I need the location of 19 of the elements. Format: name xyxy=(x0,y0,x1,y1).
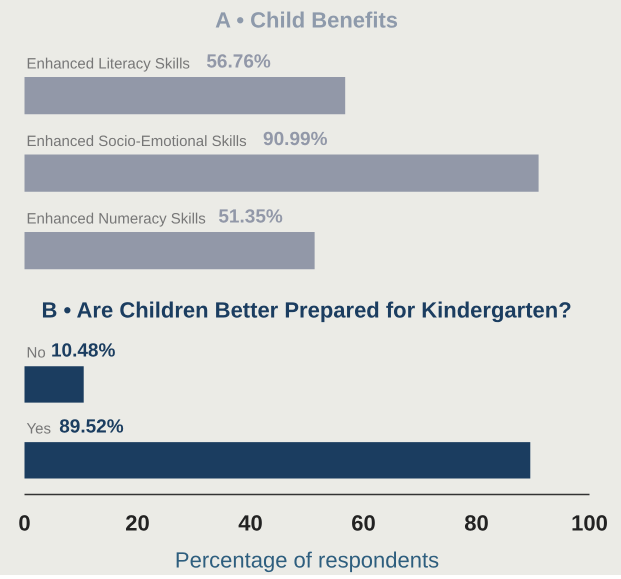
category-label: Enhanced Socio-Emotional Skills xyxy=(26,132,247,150)
data-label: 90.99% xyxy=(263,128,328,150)
x-tick-label: 60 xyxy=(351,510,376,536)
x-tick-label: 20 xyxy=(125,510,150,536)
data-label: 51.35% xyxy=(218,206,283,228)
data-label: 89.52% xyxy=(59,416,124,438)
x-tick-label: 80 xyxy=(464,510,489,536)
x-axis-title: Percentage of respondents xyxy=(174,548,440,572)
category-label: Enhanced Literacy Skills xyxy=(26,55,190,72)
category-label: Enhanced Numeracy Skills xyxy=(26,210,206,228)
y-tick-label: Yes xyxy=(26,420,51,438)
chart-title: A • Child Benefits xyxy=(215,8,398,32)
data-label: 56.76% xyxy=(206,51,271,72)
x-tick-label: 100 xyxy=(571,510,608,536)
data-label: 10.48% xyxy=(50,340,116,362)
y-tick-label: No xyxy=(26,344,46,362)
x-tick-label: 40 xyxy=(238,510,263,536)
chart-title: B • Are Children Better Prepared for Kindergarten? xyxy=(42,298,572,322)
x-tick-label: 0 xyxy=(18,510,31,536)
